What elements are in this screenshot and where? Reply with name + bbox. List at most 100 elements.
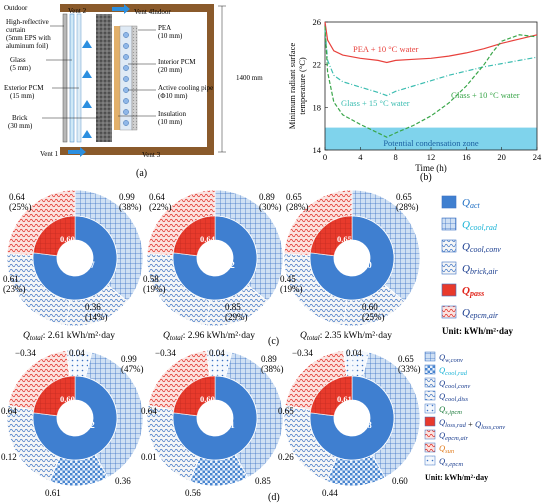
donut-2: 0.642.320.64(22%)0.89(30%)0.58(19%)0.85(… bbox=[143, 189, 284, 342]
label-bottom-left: 0.44 bbox=[322, 488, 338, 498]
top-right-percent: (30%) bbox=[259, 202, 282, 212]
top-left-value: 0.64 bbox=[9, 192, 25, 202]
bottom-value: 0.85 bbox=[225, 302, 241, 312]
bottom-value: 0.60 bbox=[362, 302, 378, 312]
pea-layer bbox=[131, 25, 138, 131]
x-tick-label: 0 bbox=[323, 152, 327, 162]
total-label: Qtotal: 2.35 kWh/m²·day bbox=[300, 331, 392, 342]
pea-label: PEA(10 mm) bbox=[158, 24, 183, 40]
vent-3-label: Vent 3 bbox=[142, 151, 161, 159]
donut-hole bbox=[334, 240, 370, 276]
legend-swatch bbox=[441, 195, 457, 209]
temperature-chart: Potential condensation zone 0 4 8 12 16 20 24 14… bbox=[287, 17, 542, 183]
donut-1: 0.60 1.97 0.64(25%) 0.99(38%) 0.61(23%) 0.36(… bbox=[3, 189, 144, 342]
inner-value: 0.65 bbox=[337, 234, 352, 244]
legend-swatch bbox=[441, 305, 457, 319]
inner-value: 0.60 bbox=[200, 394, 215, 404]
legend-label: Qs,epcm bbox=[439, 456, 463, 468]
svg-text:aluminum foil): aluminum foil) bbox=[6, 42, 49, 50]
condensation-zone-label: Potential condensation zone bbox=[383, 138, 479, 148]
top-right-percent: (38%) bbox=[119, 202, 142, 212]
outdoor-label: Outdoor bbox=[4, 4, 28, 12]
label-neg: −0.34 bbox=[155, 348, 176, 358]
donut-hole bbox=[197, 400, 233, 436]
left-value: 0.58 bbox=[143, 274, 159, 284]
caption-a: (a) bbox=[136, 168, 147, 179]
series-line bbox=[324, 26, 538, 138]
legend-label: Qsun bbox=[439, 443, 454, 455]
vent-1-label: Vent 1 bbox=[40, 150, 59, 158]
svg-text:(Φ10 mm): (Φ10 mm) bbox=[158, 92, 188, 100]
bottom-value: 0.36 bbox=[85, 302, 101, 312]
label-top-right: 0.99 bbox=[121, 354, 137, 364]
label-top-right-percent: (33%) bbox=[398, 364, 421, 374]
top-right-percent: (28%) bbox=[396, 202, 419, 212]
label-bottom-left: 0.61 bbox=[45, 488, 61, 498]
svg-text:Insulation: Insulation bbox=[158, 110, 186, 118]
vent-2-label: Vent 2 bbox=[68, 7, 87, 15]
left-percent: (19%) bbox=[280, 284, 303, 294]
svg-text:Glass: Glass bbox=[10, 56, 26, 64]
label-top-right-percent: (38%) bbox=[261, 364, 284, 374]
label-top-right: 0.65 bbox=[398, 354, 414, 364]
label-top: 0.04 bbox=[209, 348, 225, 358]
bottom-frame bbox=[60, 147, 214, 155]
top-left-value: 0.65 bbox=[286, 192, 302, 202]
label-left: 0.64 bbox=[1, 406, 17, 416]
donut-hole bbox=[197, 240, 233, 276]
label-lower-left: 0.01 bbox=[141, 452, 157, 462]
label-top: 0.04 bbox=[69, 348, 85, 358]
legend-label: Qcool,conv bbox=[439, 378, 470, 390]
middle-segment-passive-pattern bbox=[33, 216, 75, 256]
label-lower-left: 0.26 bbox=[278, 452, 294, 462]
legend-swatch bbox=[424, 442, 436, 453]
svg-text:curtain: curtain bbox=[6, 26, 26, 34]
caption-c: (c) bbox=[268, 336, 279, 347]
vent-4-label: Vent 4 bbox=[134, 8, 153, 16]
exterior-pcm-layer bbox=[76, 13, 82, 143]
legend-swatch bbox=[424, 403, 436, 414]
top-left-percent: (25%) bbox=[9, 202, 32, 212]
height-dimension bbox=[218, 5, 226, 153]
series-label-glass-10: Glass + 10 °C water bbox=[451, 90, 520, 100]
label-bottom-right: 0.36 bbox=[115, 476, 131, 486]
legend-swatch bbox=[441, 261, 457, 275]
airflow-arrows bbox=[82, 40, 92, 138]
caption-b: (b) bbox=[420, 172, 432, 183]
left-value: 0.61 bbox=[3, 274, 19, 284]
svg-text:(20 mm): (20 mm) bbox=[158, 66, 183, 74]
unit-label-d: Unit: kWh/m²·day bbox=[425, 473, 488, 482]
top-left-value: 0.64 bbox=[149, 192, 165, 202]
inner-value: 0.64 bbox=[200, 234, 216, 244]
condensation-zone bbox=[325, 127, 537, 150]
top-frame bbox=[60, 4, 214, 12]
donut-hole bbox=[57, 400, 93, 436]
x-tick-label: 12 bbox=[427, 152, 436, 162]
top-right-value: 0.99 bbox=[119, 192, 135, 202]
series-label-glass-15: Glass + 15 °C water bbox=[341, 98, 410, 108]
total-label: Qtotal: 2.61 kWh/m²·day bbox=[23, 331, 115, 342]
insulation-label: Insulation(10 mm) bbox=[158, 110, 186, 126]
legend-swatch bbox=[424, 429, 436, 440]
svg-text:Active cooling pipe: Active cooling pipe bbox=[158, 84, 213, 92]
panel-c: 0.601.970.64(25%)0.99(38%)0.61(23%)0.36(… bbox=[3, 189, 513, 347]
curtain-layer bbox=[62, 13, 68, 143]
legend-swatch bbox=[424, 455, 436, 466]
legend-label: Qepcm,air bbox=[439, 430, 469, 442]
legend-swatch bbox=[441, 217, 457, 231]
inner-value: 0.61 bbox=[337, 394, 352, 404]
middle-value: 2.31 bbox=[219, 420, 235, 430]
svg-text:(15 mm): (15 mm) bbox=[10, 92, 35, 100]
x-tick-label: 8 bbox=[394, 152, 398, 162]
middle-value: 2.02 bbox=[79, 420, 95, 430]
svg-text:Exterior PCM: Exterior PCM bbox=[4, 84, 44, 92]
svg-text:(10 mm): (10 mm) bbox=[158, 32, 183, 40]
middle-segment-passive-pattern bbox=[173, 216, 215, 256]
bottom-percent: (25%) bbox=[362, 312, 385, 322]
caption-d: (d) bbox=[268, 492, 280, 503]
legend-label: Qw,conv bbox=[439, 352, 463, 364]
donut-2: 0.60 2.31 −0.34 0.04 0.89(38%) 0.64 0.01 0.56 0.… bbox=[141, 348, 284, 498]
legend-swatch bbox=[424, 377, 436, 388]
y-tick-label: 26 bbox=[313, 17, 322, 27]
